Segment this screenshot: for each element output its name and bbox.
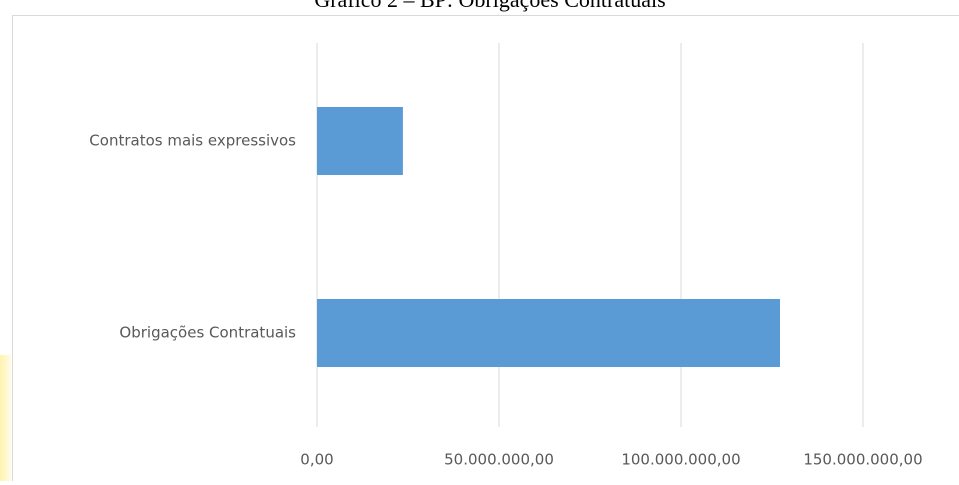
- chart-title: Gráfico 2 – BP: Obrigações Contratuais: [314, 0, 665, 12]
- x-tick-label: 50.000.000,00: [444, 451, 554, 469]
- bar: [317, 299, 780, 367]
- x-tick-label: 100.000.000,00: [621, 451, 740, 469]
- y-tick-label: Obrigações Contratuais: [119, 324, 296, 342]
- x-tick-label: 150.000.000,00: [803, 451, 922, 469]
- chart-border: [13, 16, 959, 482]
- bar: [317, 107, 403, 175]
- x-tick-label: 0,00: [300, 451, 333, 469]
- y-tick-label: Contratos mais expressivos: [89, 132, 296, 150]
- side-strip: [0, 355, 11, 481]
